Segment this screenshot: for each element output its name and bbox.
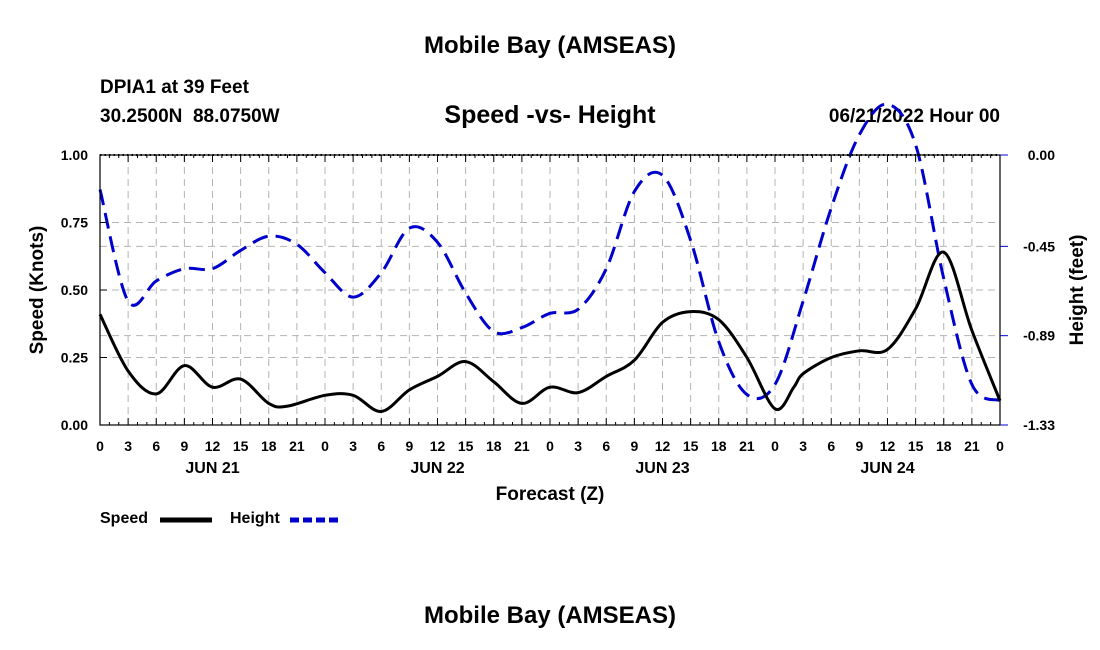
x-tick-label: 0 (996, 438, 1004, 454)
x-tick-label: 3 (124, 438, 132, 454)
x-tick-label: 15 (458, 438, 474, 454)
x-axis-title: Forecast (Z) (496, 484, 605, 505)
y-tick-label: 0.25 (61, 350, 88, 366)
x-tick-label: 15 (683, 438, 699, 454)
series-layer (98, 102, 1002, 413)
speed-series-line (98, 250, 1002, 413)
x-tick-label: 0 (546, 438, 554, 454)
x-tick-label: 21 (964, 438, 980, 454)
y-tick-label: 1.00 (61, 147, 88, 163)
y2-tick-label: 0.00 (1028, 147, 1055, 163)
x-tick-label: 21 (739, 438, 755, 454)
x-tick-label: 12 (655, 438, 671, 454)
station-label: DPIA1 at 39 Feet (100, 77, 249, 98)
x-tick-label: 0 (771, 438, 779, 454)
x-tick-label: 12 (205, 438, 221, 454)
chart-title: Mobile Bay (AMSEAS) (423, 32, 677, 59)
x-tick-label: 9 (630, 438, 638, 454)
x-tick-label: 9 (855, 438, 863, 454)
x-tick-label: 18 (936, 438, 952, 454)
x-tick-label: 18 (261, 438, 277, 454)
x-tick-label: 12 (430, 438, 446, 454)
day-label: JUN 22 (410, 460, 464, 477)
day-label: JUN 24 (860, 460, 914, 477)
height-series-line (98, 102, 1001, 403)
x-tick-label: 21 (289, 438, 305, 454)
x-tick-label: 3 (349, 438, 357, 454)
datetime-label: 06/21/2022 Hour 00 (828, 106, 1000, 127)
x-tick-label: 18 (711, 438, 727, 454)
y-tick-label: 0.75 (61, 215, 88, 231)
x-tick-label: 12 (880, 438, 896, 454)
y2-axis-title: Height (feet) (1067, 235, 1088, 346)
x-tick-label: 3 (574, 438, 582, 454)
legend-height-label: Height (230, 510, 280, 527)
x-tick-label: 6 (377, 438, 385, 454)
x-tick-label: 9 (405, 438, 413, 454)
day-label: JUN 23 (635, 460, 689, 477)
y2-tick-label: -0.45 (1023, 238, 1055, 254)
footer-title: Mobile Bay (AMSEAS) (423, 602, 677, 629)
y2-tick-label: -0.89 (1023, 328, 1055, 344)
x-tick-label: 0 (96, 438, 104, 454)
x-tick-label: 3 (799, 438, 807, 454)
label-layer: 0 3 6 9 12 15 18 21 0 3 6 9 12 15 18 21 0 3 6 9 12 15 18 21 0 3 6 9… (61, 147, 1055, 477)
x-tick-label: 18 (486, 438, 502, 454)
day-label: JUN 21 (185, 460, 239, 477)
tick-layer (99, 154, 1008, 426)
x-tick-label: 9 (180, 438, 188, 454)
y-axis-title: Speed (Knots) (27, 226, 48, 355)
legend-speed-label: Speed (100, 510, 149, 527)
x-tick-label: 0 (321, 438, 329, 454)
coordinates-label: 30.2500N 88.0750W (100, 106, 280, 127)
x-tick-label: 15 (233, 438, 249, 454)
y-tick-label: 0.00 (61, 417, 88, 433)
y2-tick-label: -1.33 (1023, 417, 1055, 433)
chart-subtitle: Speed -vs- Height (444, 101, 656, 129)
grid-lines (100, 155, 1000, 425)
x-tick-label: 15 (908, 438, 924, 454)
x-tick-label: 21 (514, 438, 530, 454)
y-tick-label: 0.50 (61, 282, 88, 298)
x-tick-label: 6 (827, 438, 835, 454)
x-tick-label: 6 (602, 438, 610, 454)
x-tick-label: 6 (152, 438, 160, 454)
